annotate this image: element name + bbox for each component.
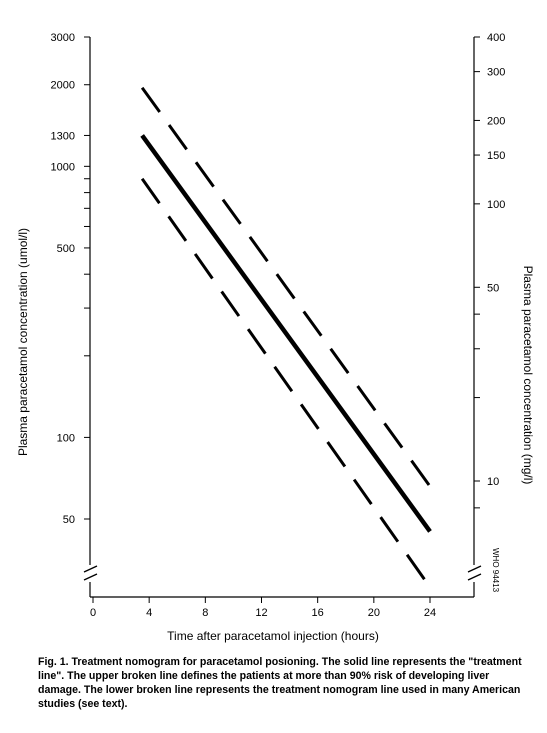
x-tick-label: 12 xyxy=(255,607,267,619)
lower-broken-line xyxy=(140,177,432,589)
y-right-tick-label: 10 xyxy=(487,476,499,488)
who-code-label: WHO 94413 xyxy=(491,548,500,593)
y-axis-left-break xyxy=(83,565,98,581)
y-right-tick-label: 400 xyxy=(487,32,505,44)
x-tick-label: 20 xyxy=(368,607,380,619)
y-left-tick-label: 1000 xyxy=(51,161,75,173)
x-tick-label: 16 xyxy=(312,607,324,619)
y-right-tick-label: 50 xyxy=(487,282,499,294)
upper-broken-line xyxy=(140,86,432,488)
treatment-line xyxy=(140,134,432,533)
x-tick-label: 4 xyxy=(146,607,152,619)
y-left-tick-label: 3000 xyxy=(51,32,75,44)
figure-caption: Fig. 1. Treatment nomogram for paracetam… xyxy=(38,656,522,710)
y-right-tick-label: 150 xyxy=(487,150,505,162)
y-right-tick-label: 300 xyxy=(487,67,505,79)
chart-labels: Time after paracetamol injection (hours)… xyxy=(16,228,535,643)
y-left-tick-label: 50 xyxy=(63,514,75,526)
y-left-tick-label: 500 xyxy=(57,243,75,255)
chart-axes: 0 4 8 12 16 20 24 50 100 500 1000 1300 2000 3000 10 50 1… xyxy=(51,32,506,619)
x-tick-label: 24 xyxy=(424,607,436,619)
y-right-tick-label: 100 xyxy=(487,199,505,211)
y-axis-right-title: Plasma paracetamol concentration (mg/l) xyxy=(521,266,535,485)
y-axis-right-break xyxy=(467,565,482,581)
x-axis-title: Time after paracetamol injection (hours) xyxy=(167,629,379,643)
y-left-tick-label: 1300 xyxy=(51,130,75,142)
nomogram-chart: 0 4 8 12 16 20 24 50 100 500 1000 1300 2000 3000 10 50 1… xyxy=(16,32,535,643)
chart-series xyxy=(140,86,432,589)
y-right-tick-label: 200 xyxy=(487,115,505,127)
x-tick-label: 0 xyxy=(90,607,96,619)
y-left-tick-label: 100 xyxy=(57,432,75,444)
x-tick-label: 8 xyxy=(202,607,208,619)
y-axis-left-title: Plasma paracetamol concentration (umol/l… xyxy=(16,228,30,456)
y-left-tick-label: 2000 xyxy=(51,80,75,92)
